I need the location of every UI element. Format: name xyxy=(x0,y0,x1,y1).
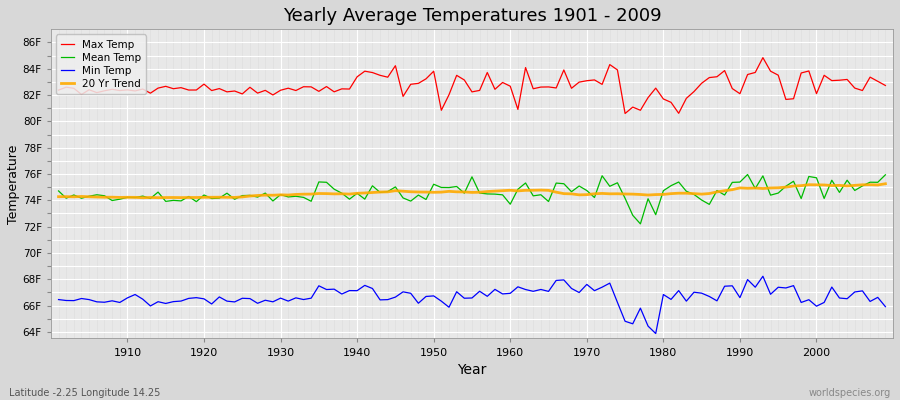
Y-axis label: Temperature: Temperature xyxy=(7,144,20,224)
Title: Yearly Average Temperatures 1901 - 2009: Yearly Average Temperatures 1901 - 2009 xyxy=(283,7,662,25)
20 Yr Trend xyxy=(512,188,523,193)
20 Yr Trend xyxy=(605,192,616,196)
Mean Temp xyxy=(742,172,753,177)
Max Temp xyxy=(497,80,508,85)
20 Yr Trend xyxy=(337,191,347,196)
Mean Temp xyxy=(880,172,891,177)
Max Temp xyxy=(505,84,516,88)
Max Temp xyxy=(880,83,891,88)
Max Temp xyxy=(114,88,125,93)
20 Yr Trend xyxy=(291,192,302,197)
20 Yr Trend xyxy=(880,181,891,186)
Min Temp xyxy=(597,285,608,290)
X-axis label: Year: Year xyxy=(457,363,487,377)
20 Yr Trend xyxy=(114,195,125,200)
Mean Temp xyxy=(283,194,293,199)
Min Temp xyxy=(114,300,125,305)
Text: Latitude -2.25 Longitude 14.25: Latitude -2.25 Longitude 14.25 xyxy=(9,388,160,398)
Min Temp xyxy=(758,274,769,279)
Mean Temp xyxy=(597,173,608,178)
Mean Temp xyxy=(114,197,125,202)
Min Temp xyxy=(651,331,661,336)
Mean Temp xyxy=(497,192,508,197)
Min Temp xyxy=(283,299,293,304)
Text: worldspecies.org: worldspecies.org xyxy=(809,388,891,398)
Min Temp xyxy=(328,287,339,292)
Min Temp xyxy=(497,292,508,296)
20 Yr Trend xyxy=(505,188,516,193)
Line: Min Temp: Min Temp xyxy=(58,276,886,334)
Mean Temp xyxy=(328,187,339,192)
Line: Mean Temp: Mean Temp xyxy=(58,174,886,224)
Max Temp xyxy=(328,90,339,94)
Mean Temp xyxy=(635,222,646,226)
Mean Temp xyxy=(53,188,64,193)
Min Temp xyxy=(53,297,64,302)
Max Temp xyxy=(758,55,769,60)
Max Temp xyxy=(53,88,64,92)
20 Yr Trend xyxy=(138,195,148,200)
20 Yr Trend xyxy=(53,194,64,199)
Max Temp xyxy=(597,82,608,87)
Line: 20 Yr Trend: 20 Yr Trend xyxy=(58,184,886,198)
Line: Max Temp: Max Temp xyxy=(58,58,886,114)
Max Temp xyxy=(283,86,293,90)
Mean Temp xyxy=(505,202,516,206)
Legend: Max Temp, Mean Temp, Min Temp, 20 Yr Trend: Max Temp, Mean Temp, Min Temp, 20 Yr Tre… xyxy=(56,34,147,94)
Min Temp xyxy=(505,291,516,296)
Min Temp xyxy=(880,304,891,309)
Max Temp xyxy=(620,111,631,116)
